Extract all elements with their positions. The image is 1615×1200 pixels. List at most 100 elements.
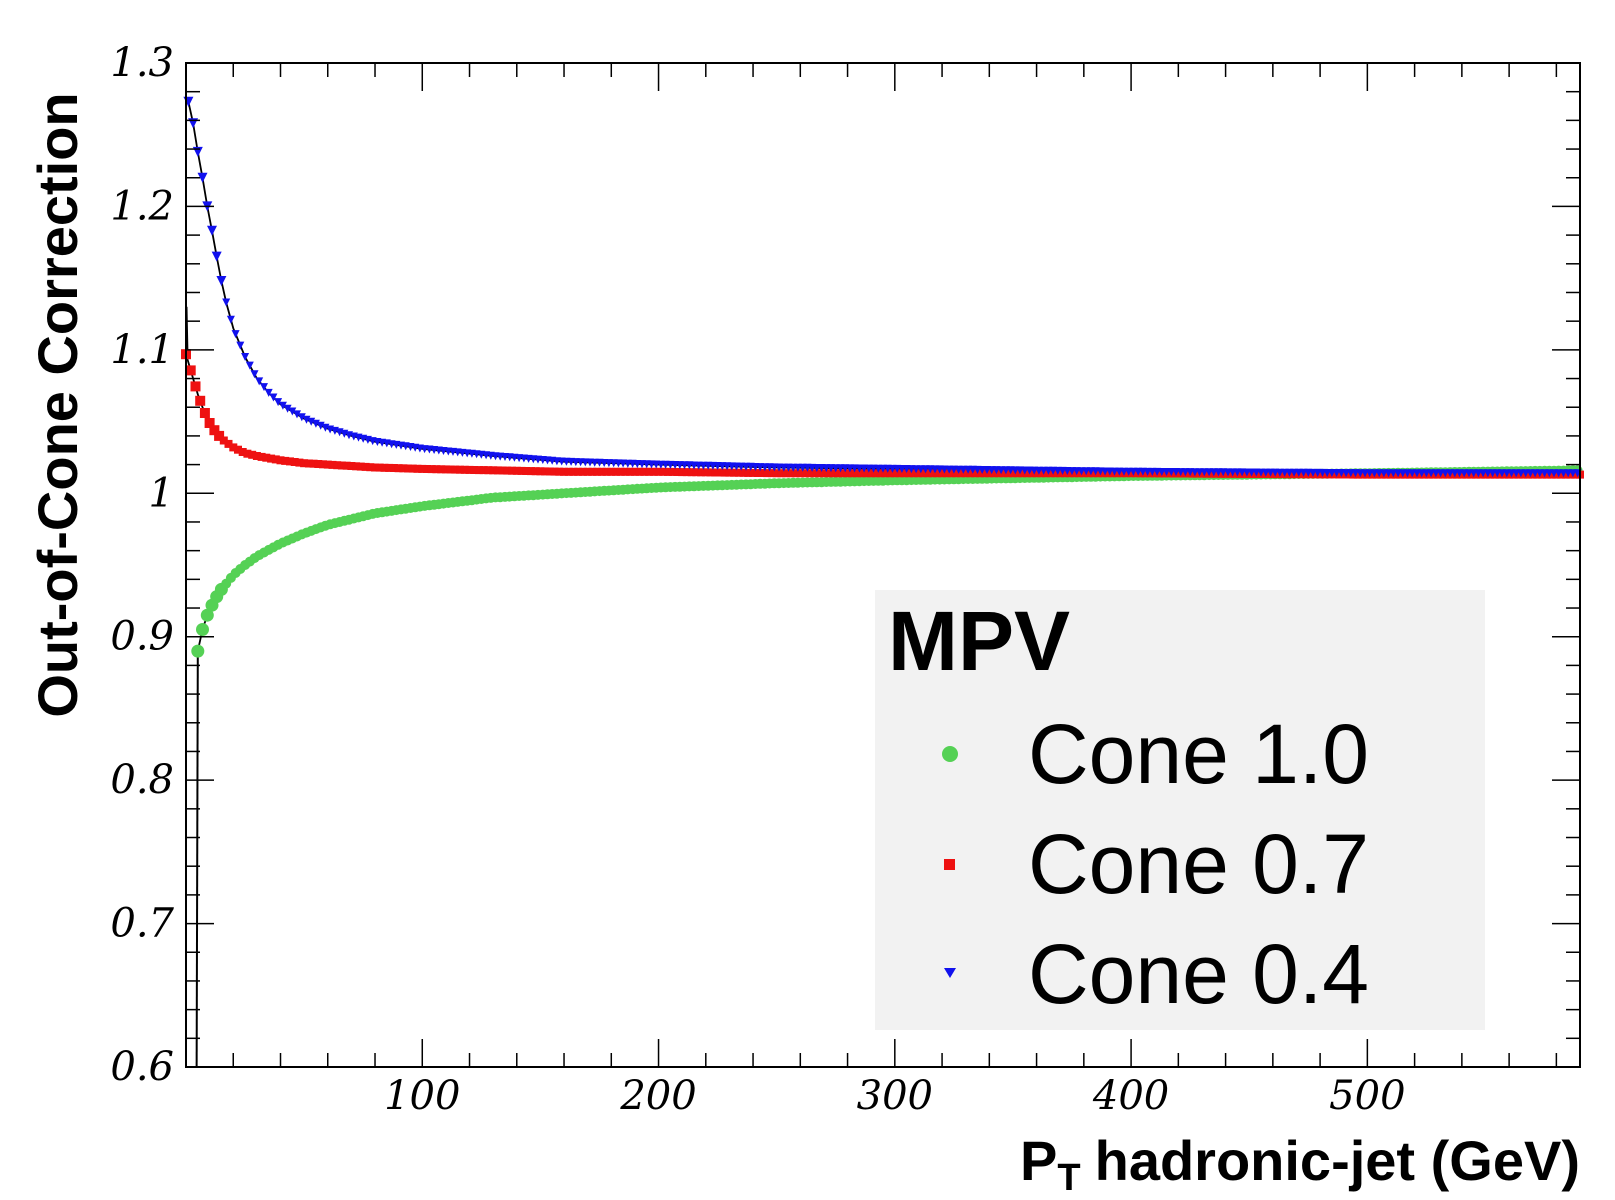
point-cone-0-7: [1084, 469, 1093, 478]
point-cone-0-4: [288, 407, 297, 416]
point-cone-0-7: [947, 469, 956, 478]
point-cone-0-7: [456, 465, 465, 474]
point-cone-0-7: [1146, 469, 1154, 478]
point-cone-0-4: [274, 398, 283, 407]
point-cone-0-4: [269, 393, 278, 402]
x-tick-label: 200: [619, 1073, 696, 1119]
point-cone-0-7: [957, 469, 965, 478]
point-cone-0-7: [333, 461, 342, 470]
point-cone-0-7: [1514, 470, 1523, 479]
point-cone-0-7: [1439, 470, 1447, 479]
point-cone-0-7: [1174, 469, 1183, 478]
point-cone-0-7: [1117, 469, 1126, 478]
point-cone-0-7: [824, 469, 833, 478]
point-cone-0-7: [1164, 469, 1173, 478]
point-cone-0-7: [276, 456, 285, 465]
point-cone-0-7: [630, 467, 639, 476]
point-cone-0-7: [394, 464, 403, 473]
point-cone-0-7: [195, 395, 206, 406]
point-cone-0-7: [281, 456, 290, 465]
point-cone-0-7: [1457, 470, 1466, 479]
point-cone-0-7: [1330, 470, 1339, 479]
point-cone-0-7: [1075, 469, 1084, 478]
point-cone-0-7: [1004, 469, 1013, 478]
point-cone-0-7: [527, 467, 535, 476]
point-cone-0-4: [283, 404, 292, 413]
point-cone-0-7: [1358, 470, 1367, 479]
y-tick-label: 1.3: [110, 40, 174, 86]
point-cone-0-7: [1519, 470, 1528, 479]
point-cone-0-7: [1079, 469, 1088, 478]
point-cone-0-7: [796, 469, 805, 478]
point-cone-0-7: [569, 467, 578, 476]
point-cone-0-7: [1188, 469, 1197, 478]
point-cone-0-7: [857, 469, 866, 478]
point-cone-0-4: [197, 172, 208, 183]
point-cone-0-7: [1382, 470, 1391, 479]
x-axis-title-main: P: [1020, 1129, 1057, 1192]
point-cone-0-7: [1060, 469, 1069, 478]
point-cone-0-7: [323, 460, 332, 469]
point-cone-0-4: [250, 370, 259, 379]
point-cone-0-7: [503, 466, 512, 475]
point-cone-0-7: [810, 469, 819, 478]
point-cone-0-7: [734, 468, 743, 477]
point-cone-0-7: [928, 469, 937, 478]
point-cone-0-7: [607, 467, 616, 476]
point-cone-0-7: [1420, 470, 1429, 479]
point-cone-0-7: [612, 467, 620, 476]
point-cone-0-7: [1495, 470, 1504, 479]
point-cone-0-7: [1202, 469, 1211, 478]
point-cone-0-7: [1231, 469, 1239, 478]
point-cone-0-7: [1486, 470, 1495, 479]
point-cone-0-7: [1490, 470, 1499, 479]
point-cone-0-7: [1372, 470, 1381, 479]
point-cone-0-7: [838, 469, 847, 478]
point-cone-0-7: [1547, 470, 1556, 479]
point-cone-0-7: [404, 464, 413, 473]
y-tick-label: 0.8: [110, 757, 174, 803]
point-cone-0-7: [418, 464, 427, 473]
point-cone-1-0: [200, 608, 214, 622]
point-cone-0-7: [1160, 469, 1169, 478]
point-cone-0-7: [1524, 470, 1532, 479]
plot-frame: [185, 62, 1581, 1068]
point-cone-0-7: [465, 465, 474, 474]
point-cone-0-7: [1429, 470, 1438, 479]
point-cone-0-7: [593, 467, 602, 476]
point-cone-0-7: [664, 467, 672, 476]
point-cone-0-7: [805, 469, 814, 478]
point-cone-0-7: [564, 467, 573, 476]
point-cone-0-7: [975, 469, 984, 478]
point-cone-0-7: [578, 467, 587, 476]
point-cone-0-7: [1363, 470, 1372, 479]
point-cone-0-7: [319, 460, 327, 469]
point-cone-0-7: [1571, 470, 1580, 479]
point-cone-0-7: [914, 469, 923, 478]
point-cone-0-7: [626, 467, 635, 476]
point-cone-0-7: [853, 469, 861, 478]
point-cone-0-7: [980, 469, 989, 478]
point-cone-0-4: [183, 96, 194, 107]
point-cone-0-7: [890, 469, 899, 478]
y-tick-label: 0.7: [110, 901, 174, 947]
point-cone-0-7: [966, 469, 975, 478]
point-cone-0-7: [1264, 470, 1273, 478]
point-cone-0-7: [1027, 469, 1036, 478]
point-cone-0-7: [654, 467, 663, 476]
point-cone-0-7: [923, 469, 932, 478]
point-cone-0-7: [640, 467, 649, 476]
point-cone-0-7: [522, 467, 531, 475]
point-cone-0-7: [1462, 470, 1471, 479]
point-cone-0-4: [297, 413, 306, 422]
point-cone-0-7: [1476, 470, 1485, 479]
point-cone-0-7: [489, 466, 498, 475]
point-cone-0-7: [753, 469, 762, 477]
point-cone-0-7: [432, 465, 441, 474]
point-cone-0-4: [222, 298, 231, 307]
point-cone-0-7: [692, 468, 701, 477]
tick-labels: 100 200 300 400 500 0.6 0.7 0.8 0.9 1 1.1 1.2 1.3: [110, 40, 1405, 1119]
point-cone-0-7: [508, 466, 517, 475]
point-cone-0-7: [1136, 469, 1145, 478]
point-cone-0-7: [252, 452, 261, 460]
